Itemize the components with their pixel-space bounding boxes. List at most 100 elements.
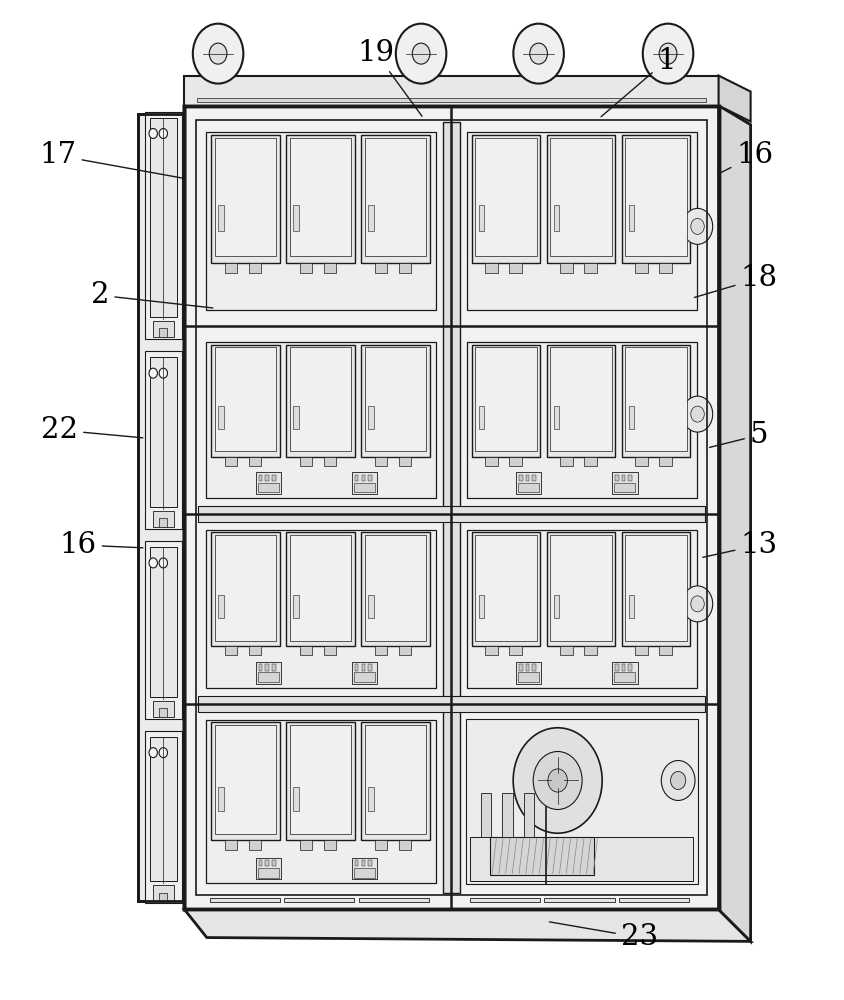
Circle shape: [682, 208, 712, 244]
Bar: [361, 135, 430, 263]
Bar: [365, 347, 426, 451]
Bar: [355, 664, 359, 671]
Bar: [160, 328, 167, 337]
Circle shape: [160, 748, 167, 758]
Bar: [160, 893, 167, 901]
Bar: [399, 457, 411, 466]
Bar: [293, 205, 299, 231]
Bar: [256, 858, 281, 879]
Bar: [365, 138, 426, 256]
Text: 1: 1: [601, 47, 675, 117]
Bar: [472, 532, 540, 646]
Bar: [625, 347, 686, 451]
Bar: [225, 457, 237, 466]
Bar: [475, 138, 537, 256]
Bar: [490, 837, 593, 875]
Bar: [256, 662, 281, 684]
Bar: [526, 475, 529, 481]
Circle shape: [396, 24, 446, 84]
Bar: [214, 138, 276, 256]
Circle shape: [690, 406, 704, 422]
Bar: [293, 787, 299, 811]
Bar: [324, 263, 336, 273]
Circle shape: [209, 43, 227, 64]
Bar: [259, 860, 262, 866]
Bar: [354, 483, 375, 492]
Bar: [145, 541, 181, 719]
Bar: [197, 696, 705, 712]
Bar: [518, 483, 539, 492]
Bar: [300, 646, 312, 655]
Circle shape: [513, 24, 564, 84]
Bar: [209, 898, 280, 902]
Bar: [636, 263, 647, 273]
Text: 22: 22: [41, 416, 143, 444]
Bar: [218, 406, 224, 429]
Bar: [258, 483, 279, 492]
Bar: [547, 532, 615, 646]
Bar: [485, 263, 498, 273]
Bar: [368, 205, 374, 231]
Bar: [622, 475, 625, 481]
Bar: [211, 345, 279, 457]
Bar: [479, 595, 484, 618]
Bar: [259, 664, 262, 671]
Bar: [211, 722, 279, 840]
Text: 13: 13: [703, 531, 777, 559]
Bar: [470, 837, 693, 881]
Circle shape: [690, 596, 704, 612]
Circle shape: [160, 129, 167, 139]
Circle shape: [160, 558, 167, 568]
Bar: [533, 664, 536, 671]
Bar: [368, 664, 371, 671]
Bar: [289, 725, 351, 834]
Circle shape: [149, 129, 158, 139]
Bar: [206, 132, 436, 310]
Bar: [629, 406, 634, 429]
Bar: [524, 793, 534, 837]
Bar: [197, 98, 706, 102]
Bar: [138, 114, 184, 901]
Circle shape: [533, 751, 582, 809]
Text: 23: 23: [549, 922, 658, 951]
Bar: [184, 106, 718, 909]
Bar: [214, 725, 276, 834]
Circle shape: [149, 558, 158, 568]
Bar: [368, 475, 371, 481]
Bar: [518, 672, 539, 682]
Bar: [509, 457, 522, 466]
Bar: [266, 475, 269, 481]
Bar: [584, 646, 597, 655]
Bar: [629, 205, 634, 231]
Bar: [145, 731, 181, 903]
Bar: [547, 135, 615, 263]
Circle shape: [643, 24, 693, 84]
Bar: [289, 535, 351, 641]
Bar: [214, 347, 276, 451]
Bar: [218, 787, 224, 811]
Bar: [324, 646, 336, 655]
Bar: [359, 898, 429, 902]
Bar: [206, 720, 436, 883]
Bar: [145, 351, 181, 529]
Bar: [266, 860, 269, 866]
Bar: [368, 860, 371, 866]
Bar: [485, 646, 498, 655]
Text: 19: 19: [357, 39, 422, 116]
Bar: [206, 530, 436, 688]
Bar: [289, 138, 351, 256]
Circle shape: [530, 43, 548, 64]
Bar: [352, 472, 377, 494]
Bar: [361, 475, 365, 481]
Circle shape: [548, 769, 567, 792]
Bar: [479, 205, 484, 231]
Bar: [300, 840, 312, 850]
Bar: [517, 662, 542, 684]
Bar: [399, 263, 411, 273]
Circle shape: [682, 396, 712, 432]
Text: 17: 17: [40, 141, 181, 178]
Bar: [584, 457, 597, 466]
Bar: [361, 664, 365, 671]
Text: 18: 18: [695, 264, 777, 297]
Bar: [286, 135, 354, 263]
